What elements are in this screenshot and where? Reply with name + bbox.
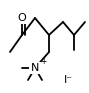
Text: O: O <box>18 13 26 23</box>
Text: I⁻: I⁻ <box>63 75 73 85</box>
Text: N: N <box>31 63 39 73</box>
Text: +: + <box>40 57 46 66</box>
